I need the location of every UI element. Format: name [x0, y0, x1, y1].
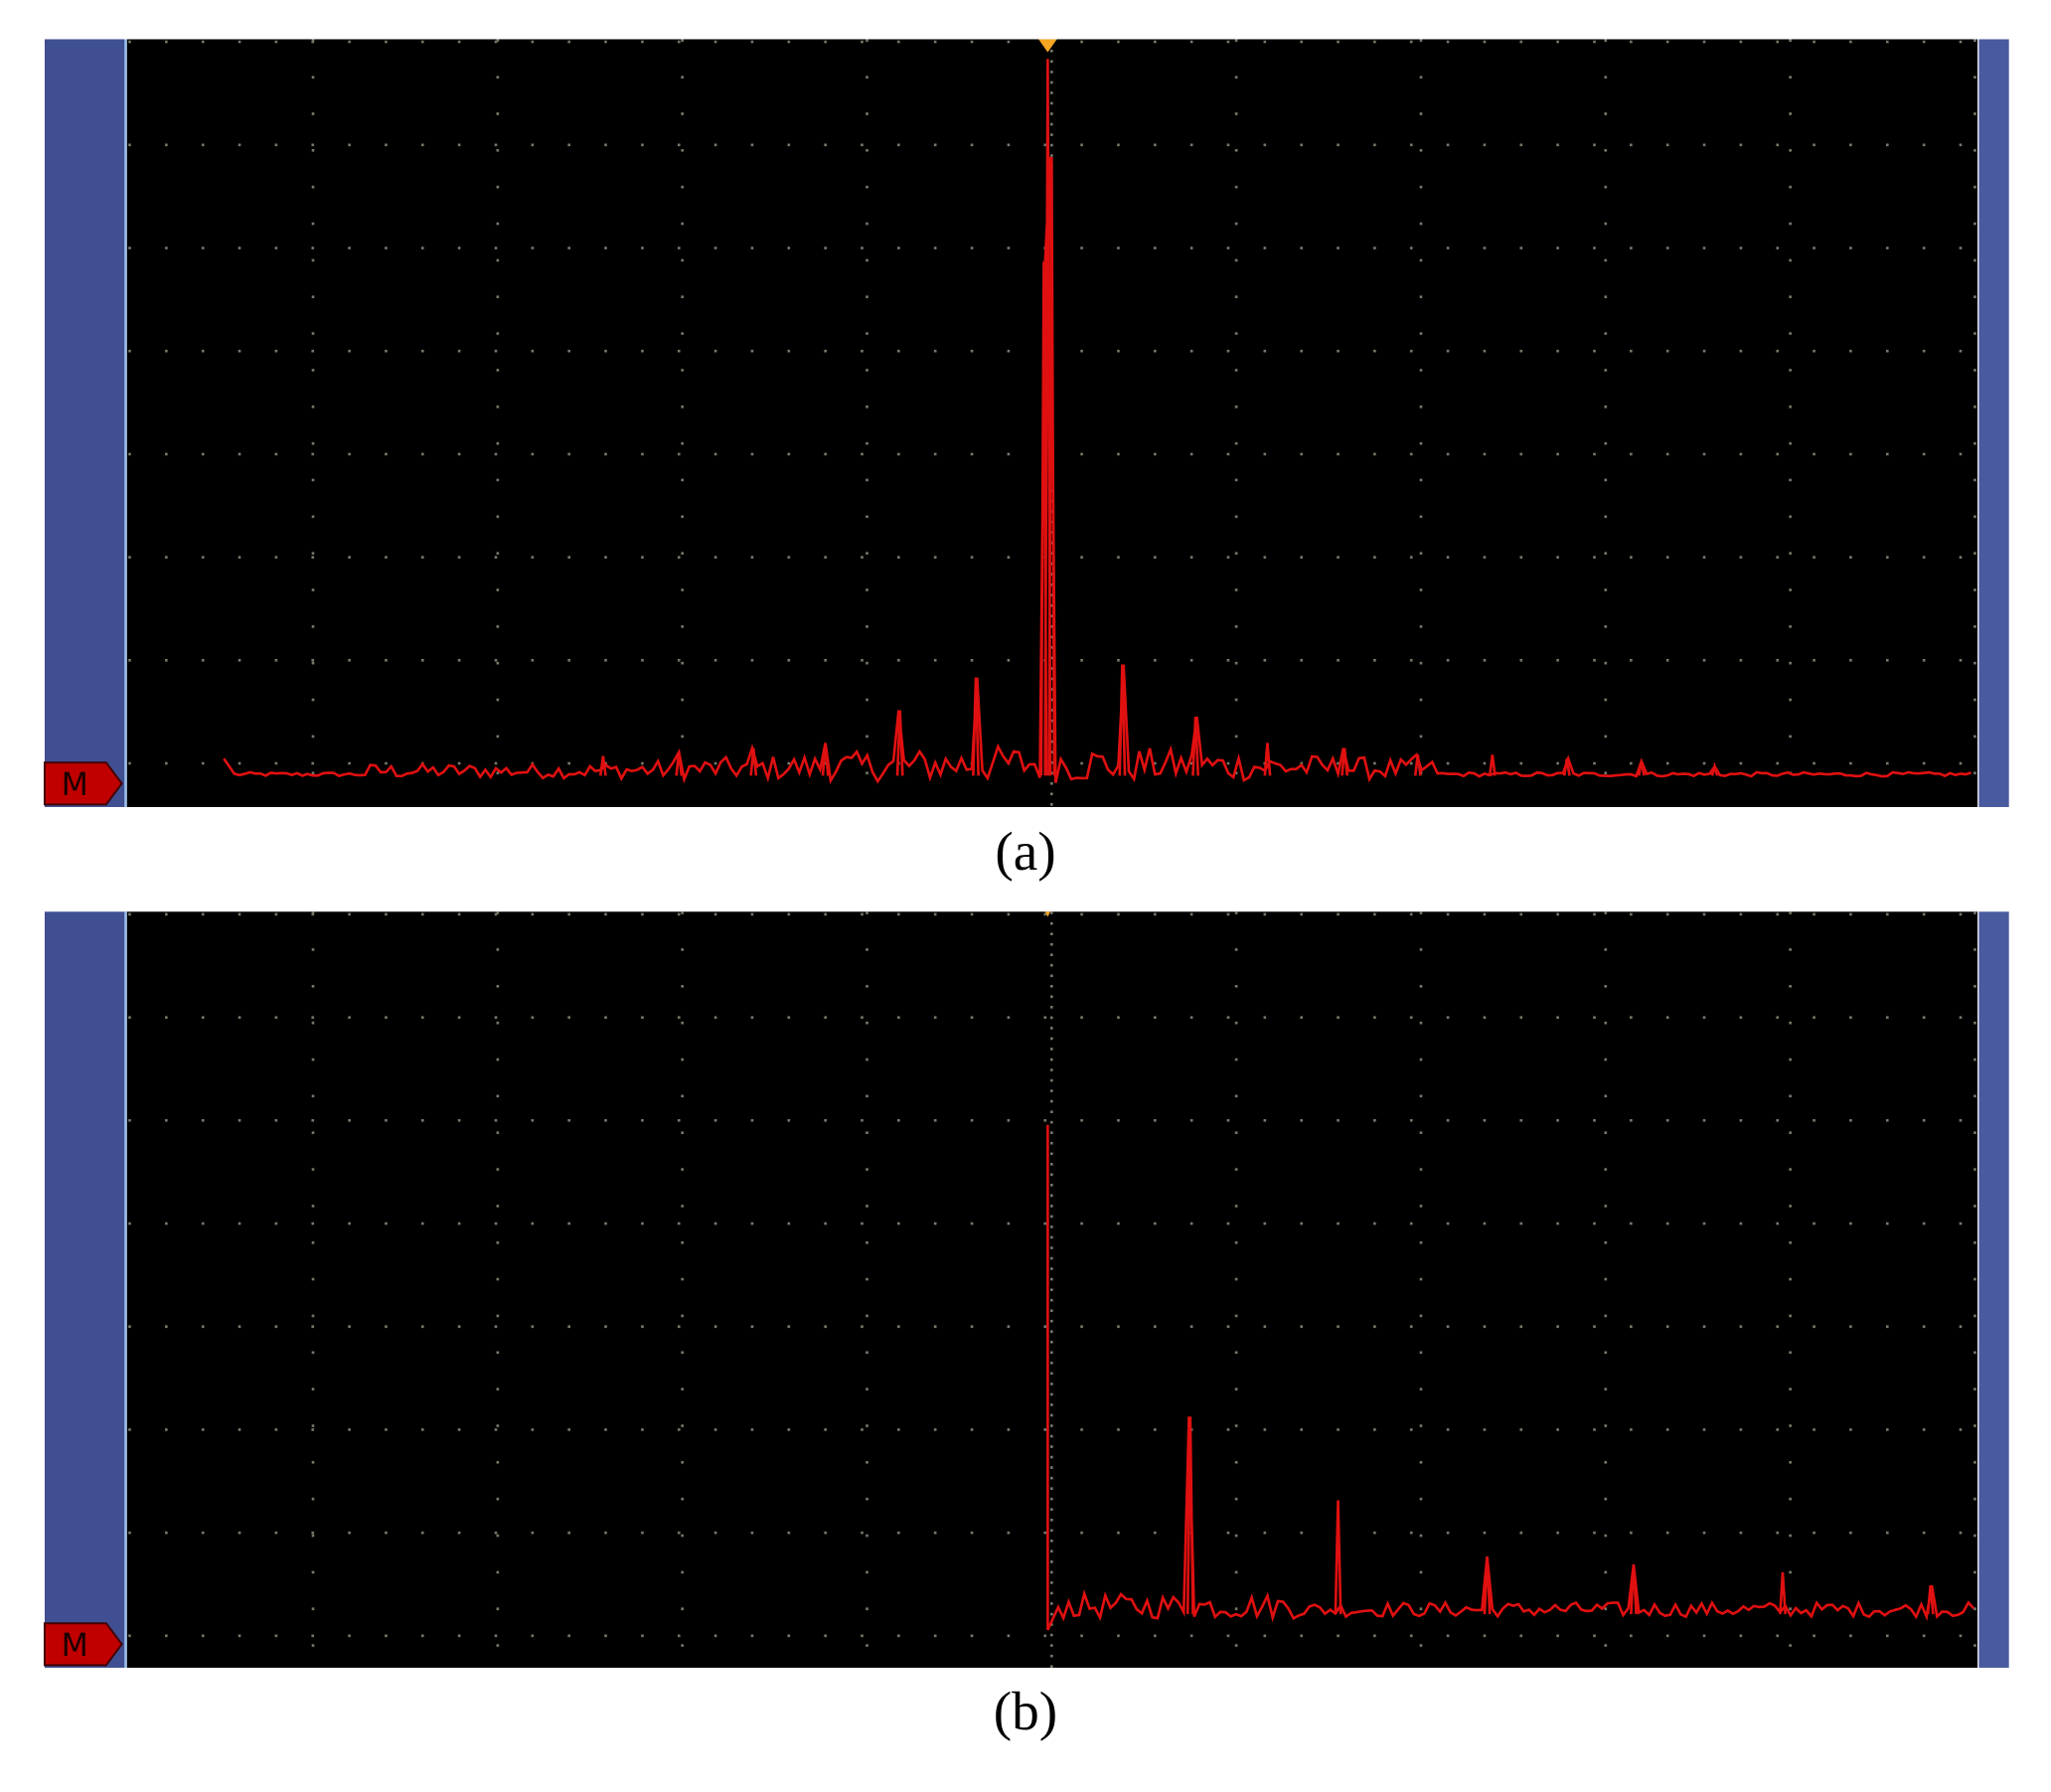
caption: (b) [994, 1681, 1057, 1741]
scope-panel: M (b) [43, 911, 2009, 1741]
marker-tag [43, 1622, 123, 1667]
marker-label: M [62, 767, 88, 803]
marker-label: M [62, 1628, 88, 1664]
trigger-marker [1044, 911, 1051, 917]
trace [1046, 1124, 1975, 1631]
trigger-marker [1038, 39, 1057, 53]
marker-tag [43, 761, 123, 806]
caption: (a) [995, 821, 1055, 882]
side-bar [1978, 911, 2009, 1668]
scope-panel: M (a) [43, 39, 2009, 882]
side-bar [1978, 39, 2009, 808]
side-bar [44, 39, 126, 808]
trace [223, 59, 1972, 785]
side-bar [44, 911, 126, 1668]
